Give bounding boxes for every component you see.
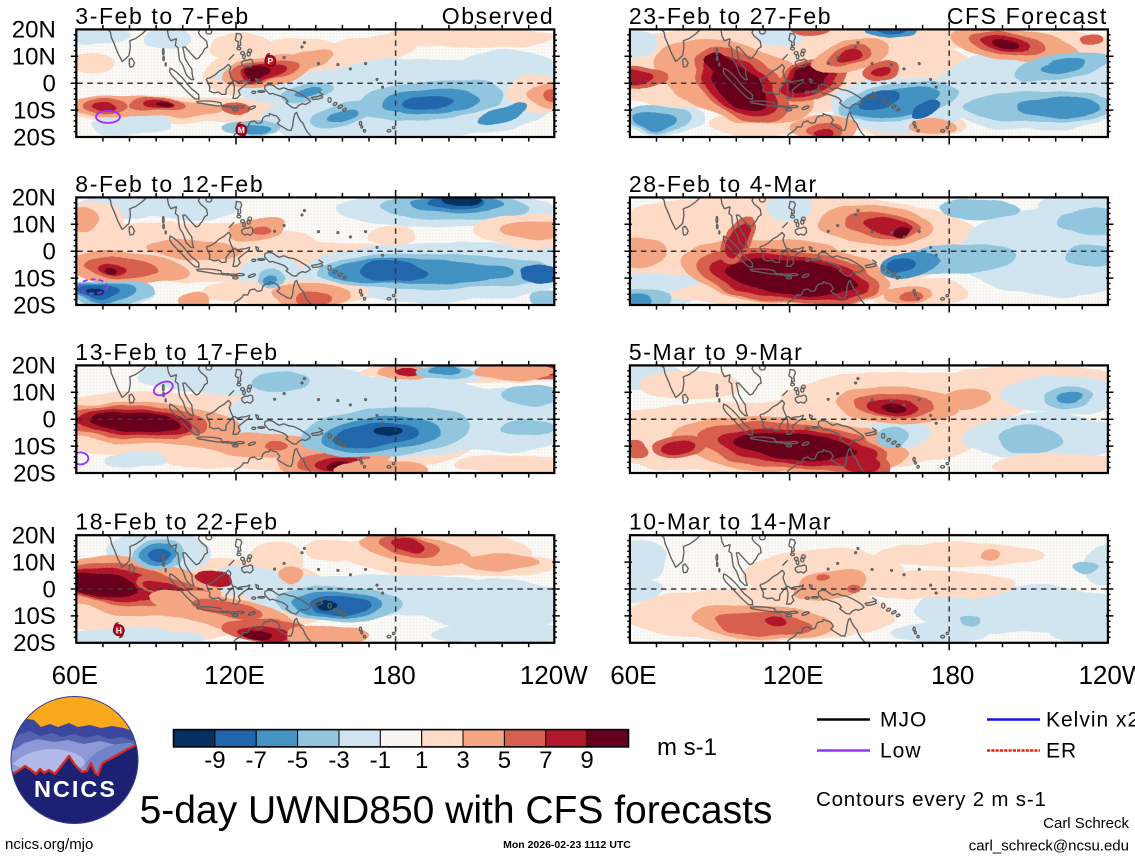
svg-text:H: H (116, 625, 122, 635)
svg-text:Contours every 2 m s-1: Contours every 2 m s-1 (816, 788, 1047, 811)
svg-text:-1: -1 (370, 747, 391, 774)
svg-text:10S: 10S (13, 433, 56, 460)
svg-text:-9: -9 (204, 747, 225, 774)
svg-text:20S: 20S (13, 460, 56, 487)
svg-text:20S: 20S (13, 124, 56, 151)
svg-text:10-Mar to 14-Mar: 10-Mar to 14-Mar (629, 509, 832, 535)
svg-text:P: P (267, 56, 273, 66)
svg-text:m s-1: m s-1 (657, 734, 717, 761)
svg-text:23-Feb to 27-Feb: 23-Feb to 27-Feb (629, 3, 832, 29)
svg-text:20N: 20N (12, 17, 56, 44)
svg-text:ER: ER (1046, 740, 1077, 763)
svg-text:120E: 120E (204, 660, 265, 690)
svg-text:M: M (238, 125, 245, 135)
svg-text:10N: 10N (12, 212, 56, 239)
svg-text:5-Mar to 9-Mar: 5-Mar to 9-Mar (629, 339, 803, 365)
svg-text:-3: -3 (328, 747, 349, 774)
svg-text:10N: 10N (12, 549, 56, 576)
svg-text:20S: 20S (13, 630, 56, 657)
svg-text:60E: 60E (610, 660, 656, 690)
svg-text:carl_schreck@ncsu.edu: carl_schreck@ncsu.edu (969, 838, 1129, 855)
svg-text:60E: 60E (52, 660, 98, 690)
svg-text:0: 0 (42, 407, 55, 434)
svg-text:120W: 120W (1078, 660, 1135, 690)
svg-text:7: 7 (539, 747, 552, 774)
svg-text:8-Feb to 12-Feb: 8-Feb to 12-Feb (75, 171, 264, 197)
svg-text:5: 5 (498, 747, 511, 774)
svg-text:3: 3 (456, 747, 469, 774)
svg-text:NCICS: NCICS (34, 776, 117, 802)
svg-text:10S: 10S (13, 603, 56, 630)
svg-text:0: 0 (42, 239, 55, 266)
svg-text:180: 180 (372, 660, 415, 690)
svg-text:13-Feb to 17-Feb: 13-Feb to 17-Feb (75, 339, 278, 365)
svg-text:180: 180 (931, 660, 974, 690)
svg-text:10N: 10N (12, 44, 56, 71)
svg-text:28-Feb to 4-Mar: 28-Feb to 4-Mar (629, 171, 818, 197)
svg-text:9: 9 (580, 747, 593, 774)
svg-text:18-Feb to 22-Feb: 18-Feb to 22-Feb (75, 509, 278, 535)
svg-text:MJO: MJO (880, 709, 927, 732)
svg-text:10N: 10N (12, 380, 56, 407)
svg-text:10S: 10S (13, 97, 56, 124)
svg-text:Observed: Observed (442, 3, 555, 29)
svg-text:120E: 120E (763, 660, 824, 690)
svg-text:-7: -7 (246, 747, 267, 774)
svg-text:1: 1 (415, 747, 428, 774)
svg-text:0: 0 (42, 576, 55, 603)
svg-text:CFS Forecast: CFS Forecast (947, 3, 1108, 29)
svg-text:10S: 10S (13, 265, 56, 292)
svg-text:Low: Low (880, 740, 922, 763)
svg-text:20N: 20N (12, 185, 56, 212)
svg-text:Carl Schreck: Carl Schreck (1043, 815, 1129, 832)
svg-text:20S: 20S (13, 292, 56, 319)
svg-text:Mon 2026-02-23 1112 UTC: Mon 2026-02-23 1112 UTC (503, 839, 631, 851)
svg-text:Kelvin x2: Kelvin x2 (1046, 709, 1135, 732)
svg-text:3-Feb to 7-Feb: 3-Feb to 7-Feb (75, 3, 250, 29)
svg-text:120W: 120W (520, 660, 588, 690)
svg-text:20N: 20N (12, 353, 56, 380)
svg-text:0: 0 (42, 71, 55, 98)
svg-text:20N: 20N (12, 523, 56, 550)
svg-text:ncics.org/mjo: ncics.org/mjo (5, 836, 93, 853)
svg-text:-5: -5 (287, 747, 308, 774)
svg-text:5-day UWND850 with CFS forecas: 5-day UWND850 with CFS forecasts (140, 789, 773, 832)
